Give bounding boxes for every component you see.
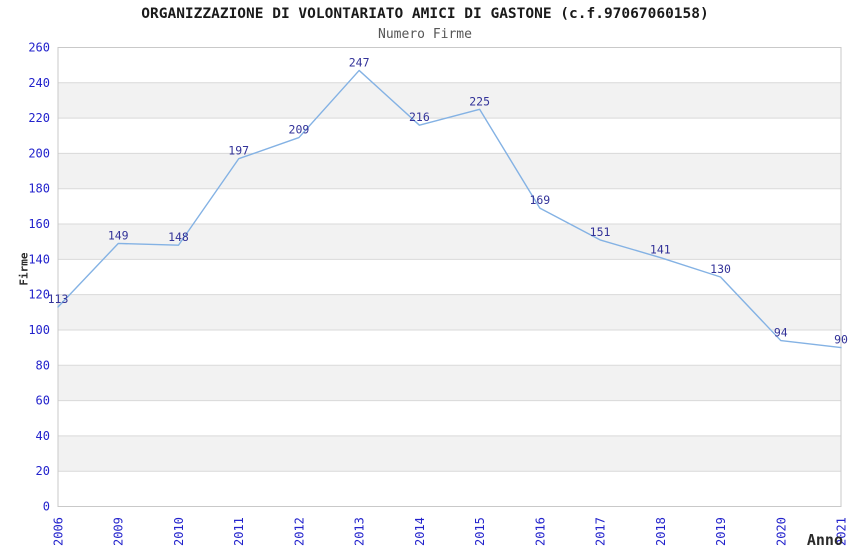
x-tick-label: 2010 — [172, 517, 186, 546]
plot-band — [58, 153, 841, 189]
x-axis-title: Anno — [806, 531, 843, 549]
y-tick-label: 260 — [28, 41, 50, 55]
y-tick-label: 200 — [28, 146, 50, 160]
x-tick-label: 2013 — [353, 517, 367, 546]
plot-band — [58, 365, 841, 401]
x-tick-label: 2011 — [232, 517, 246, 546]
y-tick-label: 140 — [28, 252, 50, 266]
y-tick-label: 160 — [28, 217, 50, 231]
plot-band — [58, 82, 841, 119]
data-label: 225 — [469, 94, 490, 108]
x-tick-label: 2015 — [473, 517, 487, 546]
data-label: 151 — [590, 225, 611, 239]
data-label: 141 — [650, 243, 671, 257]
data-label: 130 — [710, 262, 731, 276]
x-tick-label: 2012 — [292, 517, 306, 546]
plot-border — [57, 47, 842, 507]
data-label: 216 — [409, 110, 430, 124]
data-label: 247 — [349, 55, 370, 69]
data-label: 197 — [228, 144, 249, 158]
x-tick-label: 2021 — [835, 517, 849, 546]
data-label: 209 — [289, 123, 310, 137]
x-tick-label: 2020 — [774, 517, 788, 546]
data-line — [57, 69, 842, 349]
data-label: 90 — [834, 333, 848, 347]
y-tick-label: 20 — [36, 464, 50, 478]
x-tick-label: 2016 — [533, 517, 547, 546]
x-tick-label: 2019 — [714, 517, 728, 546]
data-label: 148 — [168, 230, 189, 244]
data-label: 169 — [529, 193, 550, 207]
data-label: 113 — [48, 292, 69, 306]
x-tick-label: 2018 — [654, 517, 668, 546]
data-label: 149 — [108, 228, 129, 242]
y-tick-label: 180 — [28, 182, 50, 196]
y-tick-label: 0 — [43, 500, 50, 514]
chart-subtitle: Numero Firme — [378, 27, 472, 42]
data-label: 94 — [774, 326, 788, 340]
y-tick-label: 240 — [28, 76, 50, 90]
y-tick-label: 120 — [28, 288, 50, 302]
plot-band — [58, 294, 841, 330]
x-tick-label: 2009 — [112, 517, 126, 546]
y-tick-label: 60 — [36, 394, 50, 408]
chart-title: ORGANIZZAZIONE DI VOLONTARIATO AMICI DI … — [141, 6, 709, 22]
y-tick-label: 40 — [36, 429, 50, 443]
plot-band — [58, 435, 841, 472]
y-tick-label: 100 — [28, 323, 50, 337]
x-tick-label: 2017 — [594, 517, 608, 546]
x-tick-label: 2014 — [413, 517, 427, 546]
x-tick-label: 2006 — [52, 517, 66, 546]
y-tick-label: 80 — [36, 358, 50, 372]
y-tick-label: 220 — [28, 111, 50, 125]
